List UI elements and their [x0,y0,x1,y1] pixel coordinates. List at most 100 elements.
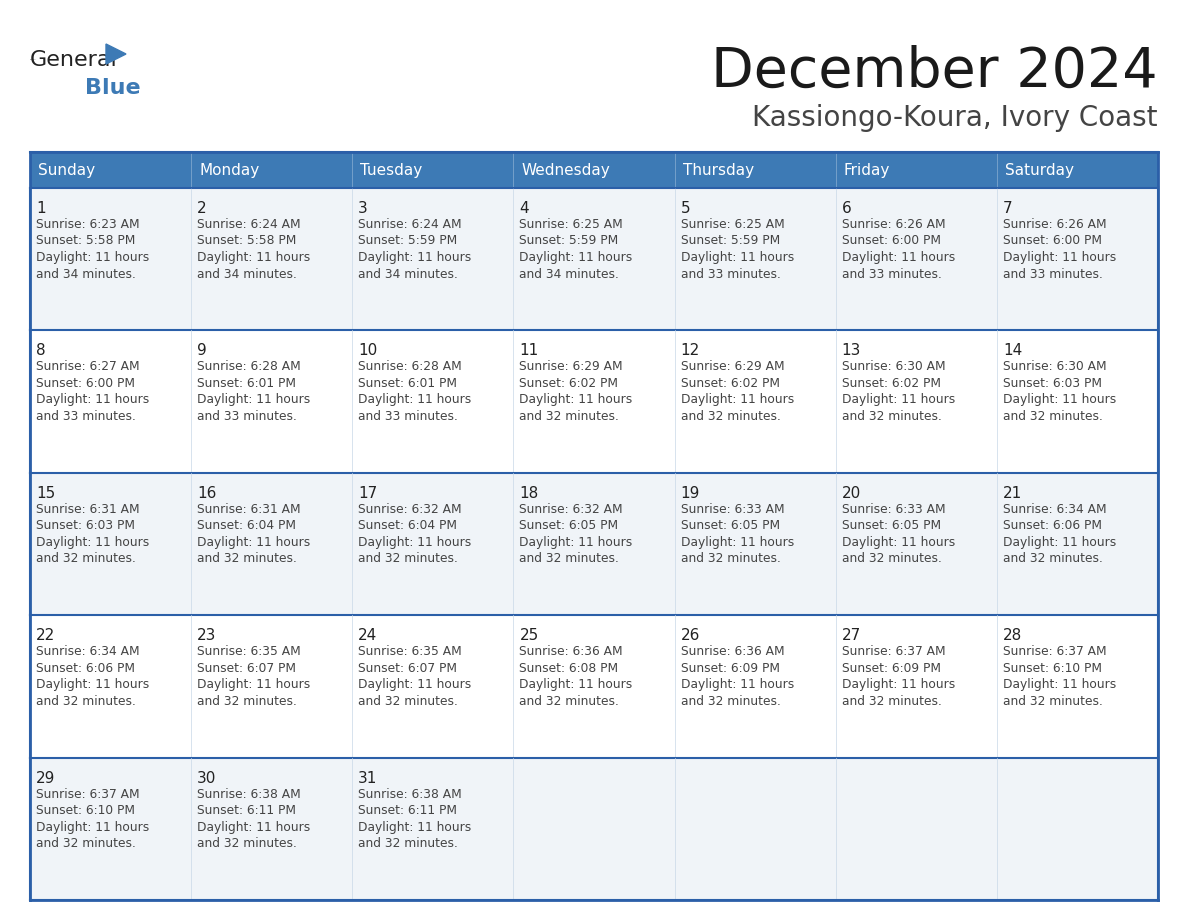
Bar [191,473,353,615]
Text: 18: 18 [519,486,538,501]
Text: Daylight: 11 hours: Daylight: 11 hours [359,394,472,407]
Text: Saturday: Saturday [1005,162,1074,177]
Text: Sunset: 6:09 PM: Sunset: 6:09 PM [842,662,941,675]
Text: Sunrise: 6:24 AM: Sunrise: 6:24 AM [197,218,301,231]
Text: #222222: #222222 [30,59,37,60]
Bar [835,473,997,615]
Text: Sunrise: 6:26 AM: Sunrise: 6:26 AM [842,218,946,231]
Bar [30,152,191,188]
Text: Sunrise: 6:34 AM: Sunrise: 6:34 AM [1003,503,1106,516]
Text: 16: 16 [197,486,216,501]
Text: 1: 1 [36,201,45,216]
Bar [835,615,997,757]
Text: and 32 minutes.: and 32 minutes. [36,837,135,850]
Text: Sunset: 6:01 PM: Sunset: 6:01 PM [359,377,457,390]
Bar [191,757,353,900]
Text: Daylight: 11 hours: Daylight: 11 hours [36,394,150,407]
Text: and 33 minutes.: and 33 minutes. [36,410,135,423]
Bar [30,188,191,330]
Text: Daylight: 11 hours: Daylight: 11 hours [359,536,472,549]
Text: and 32 minutes.: and 32 minutes. [359,553,459,565]
Text: Sunset: 6:05 PM: Sunset: 6:05 PM [842,520,941,532]
Text: and 32 minutes.: and 32 minutes. [519,695,619,708]
Text: and 32 minutes.: and 32 minutes. [1003,410,1102,423]
Text: 3: 3 [359,201,368,216]
Text: Daylight: 11 hours: Daylight: 11 hours [681,536,794,549]
Text: Sunrise: 6:28 AM: Sunrise: 6:28 AM [359,361,462,374]
Text: Sunrise: 6:24 AM: Sunrise: 6:24 AM [359,218,462,231]
Text: 25: 25 [519,628,538,644]
Text: Sunrise: 6:29 AM: Sunrise: 6:29 AM [519,361,623,374]
Text: Blue: Blue [86,78,140,98]
Text: Sunrise: 6:31 AM: Sunrise: 6:31 AM [36,503,140,516]
Text: and 32 minutes.: and 32 minutes. [842,410,942,423]
Text: Daylight: 11 hours: Daylight: 11 hours [359,678,472,691]
Bar [835,152,997,188]
Text: General: General [30,50,118,70]
Text: and 34 minutes.: and 34 minutes. [519,267,619,281]
Text: 19: 19 [681,486,700,501]
Bar [675,188,835,330]
Text: and 32 minutes.: and 32 minutes. [197,553,297,565]
Text: 4: 4 [519,201,529,216]
Text: Sunset: 6:07 PM: Sunset: 6:07 PM [197,662,296,675]
Bar [675,615,835,757]
Text: Sunset: 6:00 PM: Sunset: 6:00 PM [1003,234,1101,248]
Text: 12: 12 [681,343,700,358]
Bar [513,473,675,615]
Bar [353,615,513,757]
Text: and 32 minutes.: and 32 minutes. [842,695,942,708]
Text: Friday: Friday [843,162,890,177]
Text: 13: 13 [842,343,861,358]
Text: Daylight: 11 hours: Daylight: 11 hours [36,536,150,549]
Text: and 32 minutes.: and 32 minutes. [197,695,297,708]
Text: 21: 21 [1003,486,1022,501]
Text: Sunset: 5:59 PM: Sunset: 5:59 PM [681,234,779,248]
Text: Daylight: 11 hours: Daylight: 11 hours [519,536,633,549]
Text: Sunrise: 6:36 AM: Sunrise: 6:36 AM [519,645,623,658]
Text: Sunset: 6:06 PM: Sunset: 6:06 PM [36,662,135,675]
Text: 30: 30 [197,770,216,786]
Text: Sunrise: 6:36 AM: Sunrise: 6:36 AM [681,645,784,658]
Text: Sunset: 6:09 PM: Sunset: 6:09 PM [681,662,779,675]
Text: Sunset: 5:58 PM: Sunset: 5:58 PM [197,234,297,248]
Text: and 32 minutes.: and 32 minutes. [359,695,459,708]
Text: Sunset: 6:11 PM: Sunset: 6:11 PM [197,804,296,817]
Text: 24: 24 [359,628,378,644]
Text: Sunrise: 6:32 AM: Sunrise: 6:32 AM [519,503,623,516]
Text: Sunrise: 6:30 AM: Sunrise: 6:30 AM [842,361,946,374]
Text: Sunset: 6:05 PM: Sunset: 6:05 PM [519,520,619,532]
Bar [997,757,1158,900]
Text: Sunrise: 6:37 AM: Sunrise: 6:37 AM [842,645,946,658]
Bar [675,757,835,900]
Text: Sunset: 6:10 PM: Sunset: 6:10 PM [36,804,135,817]
Text: and 34 minutes.: and 34 minutes. [36,267,135,281]
Text: Daylight: 11 hours: Daylight: 11 hours [519,678,633,691]
Text: 31: 31 [359,770,378,786]
Text: 9: 9 [197,343,207,358]
Text: and 32 minutes.: and 32 minutes. [842,553,942,565]
Bar [30,473,191,615]
Text: and 33 minutes.: and 33 minutes. [681,267,781,281]
Text: 14: 14 [1003,343,1022,358]
Text: 6: 6 [842,201,852,216]
Text: Sunrise: 6:31 AM: Sunrise: 6:31 AM [197,503,301,516]
Text: Sunday: Sunday [38,162,95,177]
Text: Thursday: Thursday [683,162,753,177]
Text: Sunset: 6:08 PM: Sunset: 6:08 PM [519,662,619,675]
Bar [835,757,997,900]
Text: and 33 minutes.: and 33 minutes. [1003,267,1102,281]
Text: Daylight: 11 hours: Daylight: 11 hours [842,536,955,549]
Text: and 32 minutes.: and 32 minutes. [519,553,619,565]
Text: Daylight: 11 hours: Daylight: 11 hours [1003,394,1116,407]
Bar [835,330,997,473]
Text: Sunset: 6:00 PM: Sunset: 6:00 PM [842,234,941,248]
Text: 2: 2 [197,201,207,216]
Bar [353,473,513,615]
Text: Daylight: 11 hours: Daylight: 11 hours [1003,251,1116,264]
Bar [30,757,191,900]
Text: Daylight: 11 hours: Daylight: 11 hours [197,251,310,264]
Text: 8: 8 [36,343,45,358]
Text: Daylight: 11 hours: Daylight: 11 hours [681,394,794,407]
Bar [191,188,353,330]
